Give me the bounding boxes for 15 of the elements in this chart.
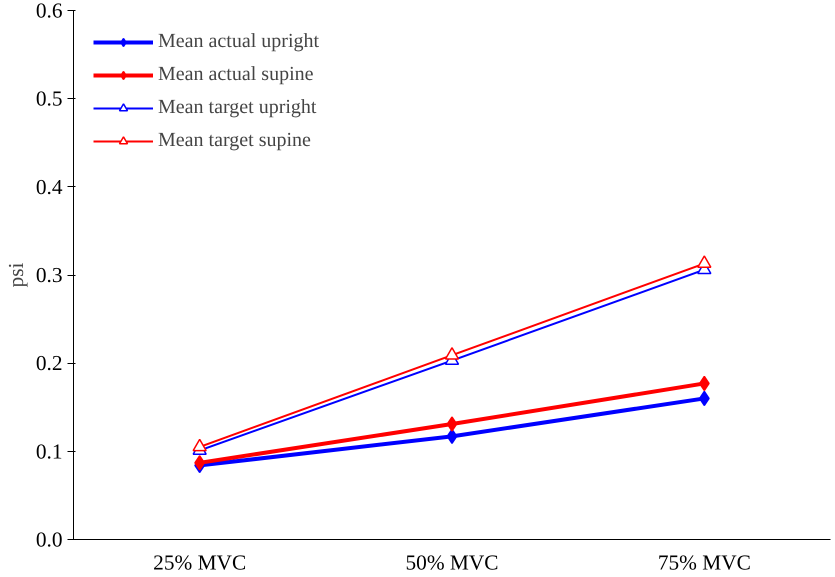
x-tick-label: 50% MVC <box>405 550 499 574</box>
legend-label: Mean target supine <box>158 129 311 152</box>
y-tick-label: 0.5 <box>36 86 63 111</box>
y-tick-label: 0.0 <box>36 528 63 552</box>
x-tick-label: 25% MVC <box>153 550 246 574</box>
x-tick-label: 75% MVC <box>658 550 751 574</box>
y-tick-label: 0.4 <box>36 174 63 199</box>
y-tick-label: 0.2 <box>36 351 63 376</box>
y-tick-label: 0.1 <box>36 439 63 464</box>
legend-label: Mean actual supine <box>158 63 314 86</box>
legend-label: Mean target upright <box>158 96 316 119</box>
y-axis-title: psi <box>4 262 28 288</box>
legend-label: Mean actual upright <box>158 30 320 53</box>
y-tick-label: 0.3 <box>36 263 63 287</box>
y-tick-label: 0.6 <box>36 0 63 22</box>
